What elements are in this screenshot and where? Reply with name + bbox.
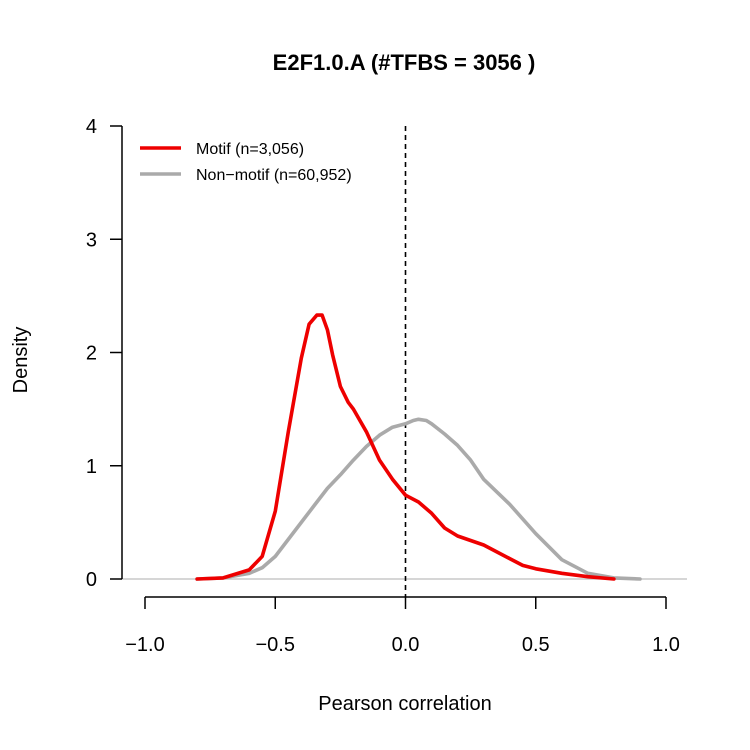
y-tick-label: 1 — [86, 456, 97, 478]
legend-label-non-motif: Non−motif (n=60,952) — [196, 167, 352, 184]
x-tick-label: −1.0 — [125, 634, 164, 656]
x-tick-label: 1.0 — [652, 634, 680, 656]
y-tick-label: 4 — [86, 116, 97, 138]
y-tick-label: 3 — [86, 229, 97, 251]
series-line-motif — [195, 313, 616, 581]
y-tick-label: 0 — [86, 569, 97, 591]
legend: Motif (n=3,056) Non−motif (n=60,952) — [140, 141, 352, 184]
x-axis: −1.0 −0.5 0.0 0.5 1.0 — [125, 596, 680, 656]
series-line-non-motif — [195, 417, 642, 581]
x-tick-label: −0.5 — [256, 634, 295, 656]
plot-area — [122, 126, 687, 597]
chart-title: E2F1.0.A (#TFBS = 3056 ) — [273, 50, 536, 75]
legend-label-motif: Motif (n=3,056) — [196, 141, 304, 158]
y-tick-label: 2 — [86, 343, 97, 365]
x-axis-label: Pearson correlation — [318, 693, 491, 715]
x-tick-label: 0.5 — [522, 634, 550, 656]
x-tick-label: 0.0 — [392, 634, 420, 656]
y-axis-label: Density — [10, 327, 32, 394]
y-axis: 0 1 2 3 4 — [86, 116, 123, 591]
